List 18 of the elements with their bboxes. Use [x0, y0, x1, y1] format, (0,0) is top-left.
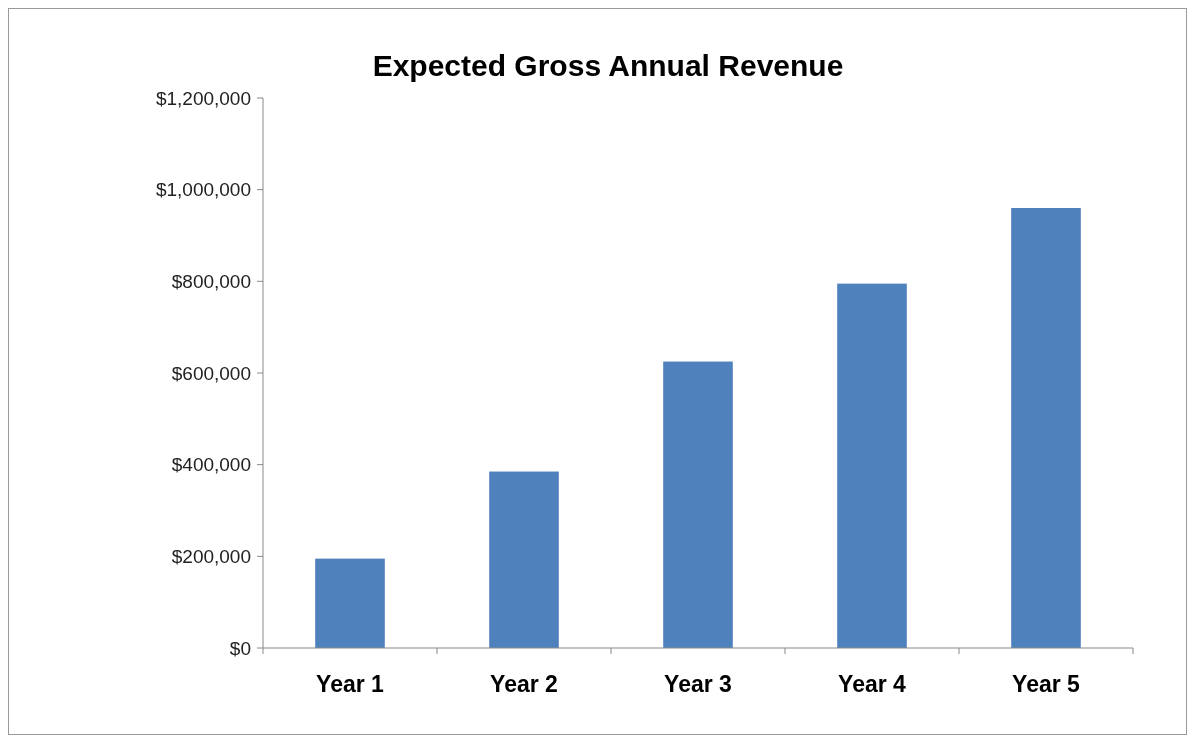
bar: [315, 558, 385, 648]
bar: [663, 361, 733, 648]
y-tick-label: $200,000: [171, 545, 251, 567]
x-tick-label: Year 5: [1012, 671, 1081, 697]
y-tick-label: $1,200,000: [155, 87, 251, 109]
bar: [1011, 208, 1081, 648]
bar: [837, 283, 907, 648]
x-tick-label: Year 4: [838, 671, 907, 697]
x-tick-label: Year 2: [490, 671, 558, 697]
chart-title: Expected Gross Annual Revenue: [372, 49, 844, 82]
y-tick-label: $0: [229, 637, 251, 659]
x-tick-label: Year 1: [316, 671, 385, 697]
y-tick-label: $400,000: [171, 454, 251, 476]
y-tick-label: $800,000: [171, 270, 251, 292]
bar: [489, 471, 559, 648]
x-tick-label: Year 3: [664, 671, 732, 697]
y-tick-label: $1,000,000: [155, 179, 251, 201]
y-tick-label: $600,000: [171, 362, 251, 384]
